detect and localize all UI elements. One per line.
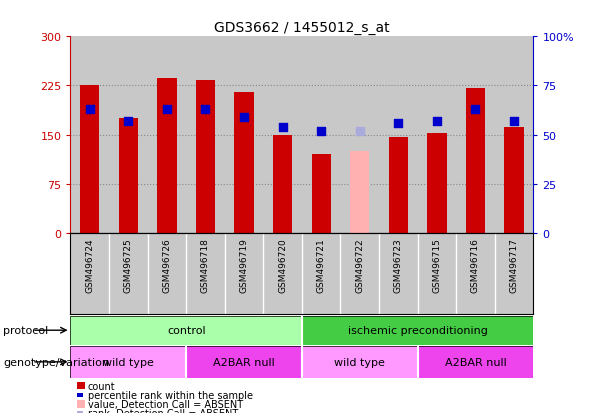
Bar (417, 346, 533, 378)
Point (394, 120, 403, 127)
Text: A2BAR null: A2BAR null (213, 357, 275, 367)
Text: GSM496715: GSM496715 (432, 237, 441, 292)
Bar (495, 233, 533, 314)
Bar (379, 233, 417, 314)
Text: GSM496720: GSM496720 (278, 237, 287, 292)
Point (432, 118, 442, 125)
Point (316, 128, 326, 135)
Text: GSM496726: GSM496726 (162, 237, 172, 292)
Text: GSM496722: GSM496722 (356, 237, 364, 292)
Bar (302, 37, 340, 233)
Bar (427, 134, 446, 233)
Bar (70, 346, 186, 378)
Bar (186, 346, 302, 378)
Bar (264, 37, 302, 233)
Bar (311, 155, 331, 233)
Bar (196, 80, 215, 233)
Text: GSM496716: GSM496716 (471, 237, 480, 292)
Bar (119, 119, 138, 233)
Text: wild type: wild type (334, 357, 385, 367)
Point (200, 107, 210, 113)
Text: GSM496719: GSM496719 (240, 237, 248, 292)
Bar (340, 37, 379, 233)
Text: ischemic preconditioning: ischemic preconditioning (348, 325, 487, 335)
Text: A2BAR null: A2BAR null (444, 357, 506, 367)
Bar (350, 152, 370, 233)
Bar (379, 37, 417, 233)
Text: GSM496723: GSM496723 (394, 237, 403, 292)
Bar (148, 233, 186, 314)
Point (85, 107, 94, 113)
Bar (70, 37, 109, 233)
Bar (225, 37, 264, 233)
Point (355, 128, 365, 135)
Bar (70, 233, 109, 314)
Bar (302, 346, 417, 378)
Bar (495, 37, 533, 233)
Bar (158, 78, 177, 233)
Bar (302, 233, 340, 314)
Point (162, 107, 172, 113)
Bar (234, 93, 254, 233)
Bar (456, 233, 495, 314)
Point (239, 114, 249, 121)
Bar (417, 37, 456, 233)
Point (471, 107, 481, 113)
Bar (389, 137, 408, 233)
Point (278, 124, 287, 131)
Bar (109, 233, 148, 314)
Bar (186, 37, 225, 233)
Bar (340, 233, 379, 314)
Text: protocol: protocol (3, 325, 48, 335)
Bar (70, 316, 302, 345)
Bar (273, 135, 292, 233)
Bar (504, 127, 524, 233)
Text: GSM496717: GSM496717 (509, 237, 519, 292)
Bar (456, 37, 495, 233)
Point (509, 118, 519, 125)
Bar (302, 316, 533, 345)
Title: GDS3662 / 1455012_s_at: GDS3662 / 1455012_s_at (214, 21, 390, 35)
Text: rank, Detection Call = ABSENT: rank, Detection Call = ABSENT (88, 408, 238, 413)
Text: GSM496718: GSM496718 (201, 237, 210, 292)
Text: value, Detection Call = ABSENT: value, Detection Call = ABSENT (88, 399, 243, 409)
Bar (466, 89, 485, 233)
Bar (225, 233, 264, 314)
Bar (148, 37, 186, 233)
Bar (109, 37, 148, 233)
Bar (264, 233, 302, 314)
Bar (186, 233, 225, 314)
Text: percentile rank within the sample: percentile rank within the sample (88, 390, 253, 400)
Text: control: control (167, 325, 205, 335)
Bar (80, 86, 99, 233)
Text: GSM496725: GSM496725 (124, 237, 133, 292)
Point (123, 118, 133, 125)
Text: GSM496724: GSM496724 (85, 237, 94, 292)
Bar (417, 233, 456, 314)
Text: count: count (88, 381, 115, 391)
Text: wild type: wild type (103, 357, 154, 367)
Text: GSM496721: GSM496721 (317, 237, 326, 292)
Text: genotype/variation: genotype/variation (3, 357, 109, 367)
